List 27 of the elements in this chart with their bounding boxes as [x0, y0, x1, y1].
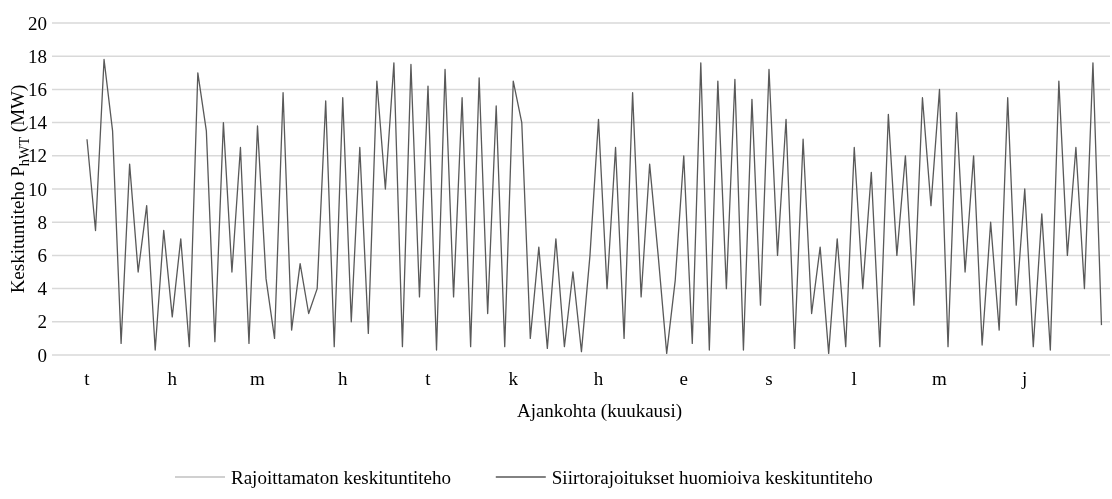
y-tick-label: 10 [28, 178, 47, 200]
x-tick-label: j [1021, 368, 1028, 389]
x-tick-label: s [765, 368, 773, 389]
y-tick-label: 2 [37, 311, 47, 333]
x-tick-label: e [679, 368, 688, 389]
y-tick-label: 0 [37, 344, 47, 366]
x-tick-label: t [425, 368, 432, 389]
line-series [86, 58, 1103, 354]
y-tick-label: 6 [37, 245, 47, 267]
y-tick-label: 4 [37, 278, 48, 300]
x-axis-title: Ajankohta (kuukausi) [516, 400, 683, 422]
y-tick-label: 14 [28, 112, 48, 134]
legend-label: Siirtorajoitukset huomioiva keskituntiteho [551, 466, 873, 488]
x-tick-label: h [338, 368, 348, 389]
y-tick-label: 20 [28, 12, 47, 34]
x-tick-label: t [84, 368, 91, 389]
x-tick-label: l [851, 368, 857, 389]
x-tick-label: m [932, 368, 948, 389]
x-tick-label: m [250, 368, 266, 389]
x-tick-label: k [508, 368, 519, 389]
y-tick-label: 16 [28, 79, 47, 101]
legend-label: Rajoittamaton keskituntiteho [231, 466, 452, 488]
y-tick-label: 18 [28, 45, 47, 67]
x-tick-label: h [593, 368, 604, 389]
x-tick-label: h [167, 368, 178, 389]
y-tick-label: 8 [37, 211, 47, 233]
y-tick-label: 12 [28, 145, 47, 167]
